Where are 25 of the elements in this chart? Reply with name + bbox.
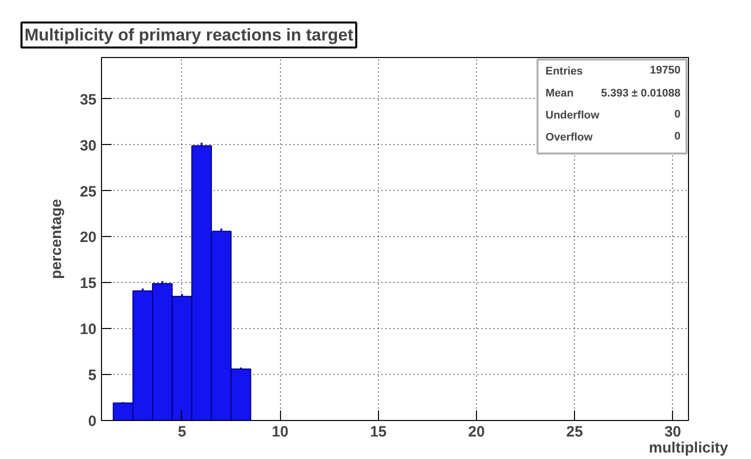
y-tick-label: 5 <box>88 367 96 384</box>
x-tick-label: 25 <box>566 424 583 440</box>
y-tick-label: 25 <box>80 183 97 200</box>
annotation: 0 <box>674 108 681 120</box>
annotation: Mean <box>546 88 574 100</box>
annotation: Underflow <box>546 110 600 122</box>
annotation: 19750 <box>650 64 681 76</box>
y-tick-label: 20 <box>80 229 97 246</box>
annotation: 5.393 ± 0.01088 <box>601 88 681 100</box>
annotation: Overflow <box>546 132 594 144</box>
y-tick-label: 15 <box>80 275 97 292</box>
y-tick-label: 10 <box>80 321 97 338</box>
x-tick-label: 10 <box>272 424 288 440</box>
y-tick-label: 0 <box>88 413 96 430</box>
x-tick-label: 30 <box>664 424 682 440</box>
y-tick-label: 30 <box>80 137 97 154</box>
annotation: Entries <box>546 66 583 78</box>
x-tick-label: 20 <box>468 424 485 440</box>
chart-title: Multiplicity of primary reactions in target <box>24 26 354 44</box>
x-tick-label: 5 <box>178 424 186 440</box>
x-axis-title: multiplicity <box>648 440 729 456</box>
x-tick-label: 15 <box>370 424 387 440</box>
annotation: 0 <box>674 130 681 142</box>
y-axis-title: percentage <box>48 198 65 280</box>
y-tick-label: 35 <box>80 91 97 108</box>
